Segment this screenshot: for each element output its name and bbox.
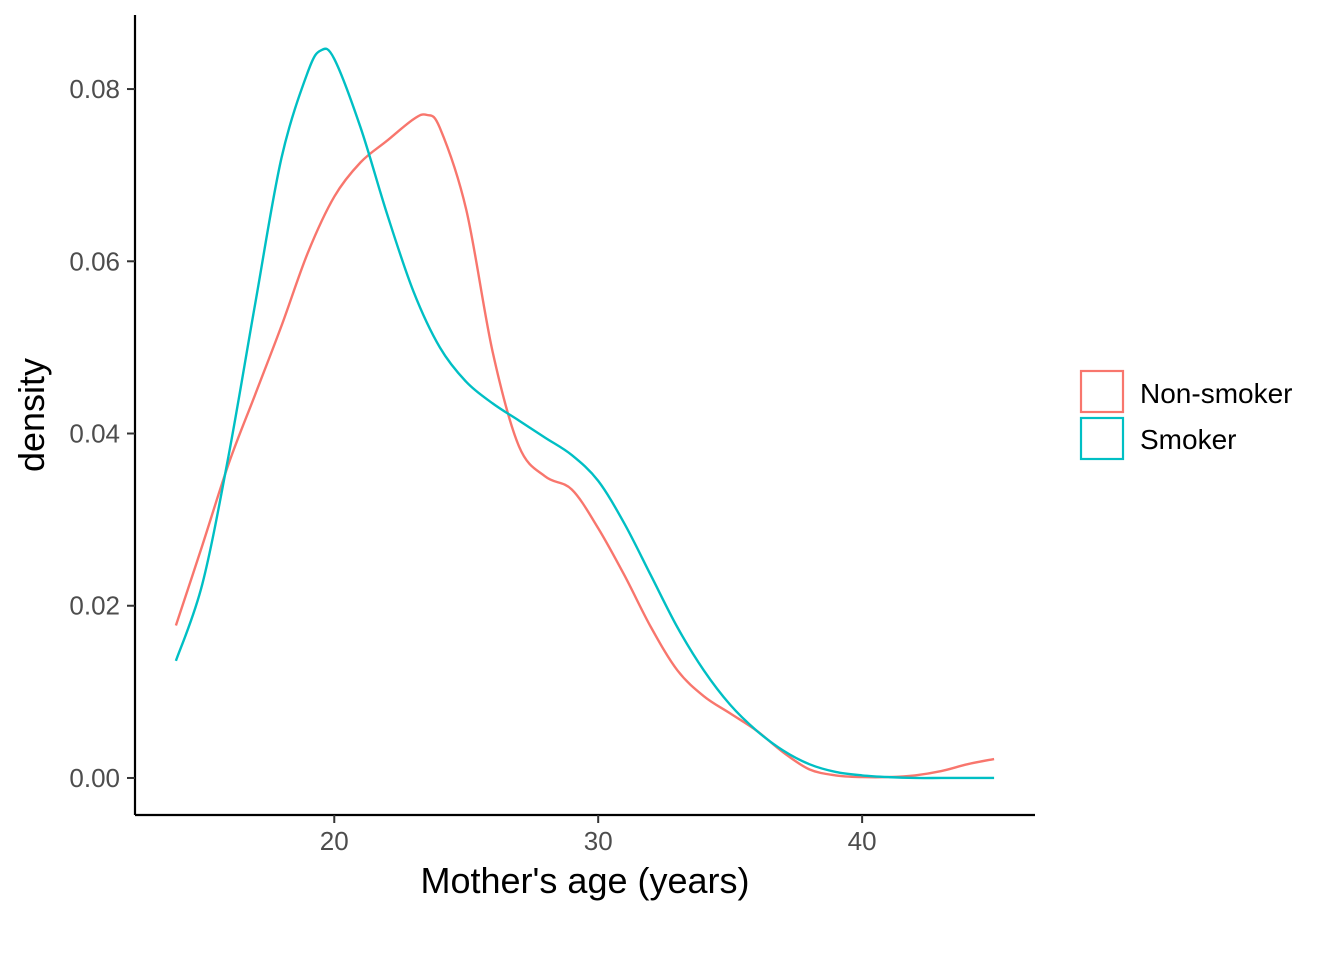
series-line-non-smoker bbox=[174, 113, 995, 779]
y-tick-label: 0.08 bbox=[69, 74, 120, 104]
tick-marks: 20 30 40 0.00 0.02 0.04 0.06 0.08 bbox=[69, 74, 876, 856]
axes bbox=[133, 15, 1035, 817]
series-line-smoker bbox=[174, 47, 995, 780]
legend: Non-smoker Smoker bbox=[1079, 369, 1292, 461]
y-axis-title: density bbox=[11, 358, 52, 472]
legend-key-smoker bbox=[1079, 416, 1125, 461]
x-tick-label: 30 bbox=[584, 826, 613, 856]
legend-label-smoker: Smoker bbox=[1140, 424, 1236, 455]
legend-key-non-smoker bbox=[1079, 369, 1125, 414]
plot-area bbox=[174, 47, 995, 780]
x-tick-label: 40 bbox=[848, 826, 877, 856]
y-tick-label: 0.00 bbox=[69, 763, 120, 793]
y-tick-label: 0.02 bbox=[69, 591, 120, 621]
x-tick-label: 20 bbox=[320, 826, 349, 856]
y-tick-label: 0.04 bbox=[69, 419, 120, 449]
y-tick-label: 0.06 bbox=[69, 246, 120, 276]
x-axis-title: Mother's age (years) bbox=[421, 860, 750, 901]
legend-label-non-smoker: Non-smoker bbox=[1140, 378, 1292, 409]
